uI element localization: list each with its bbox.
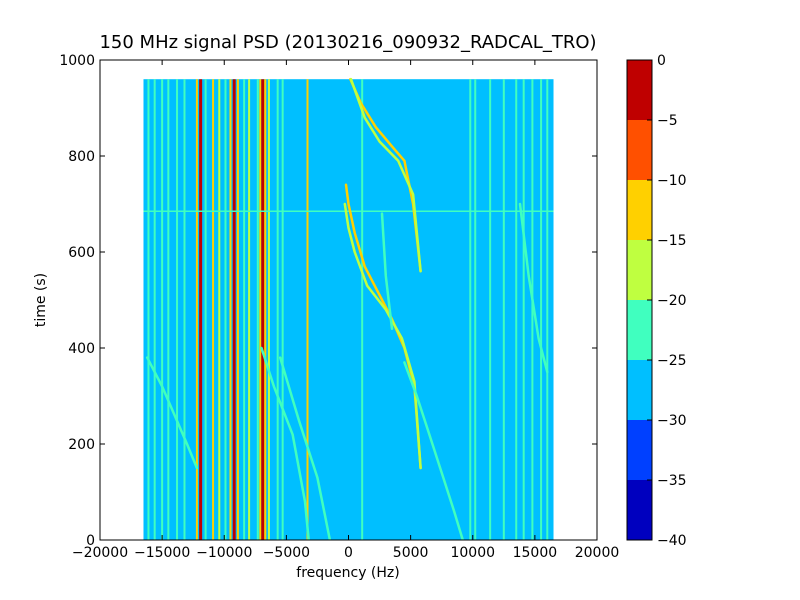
x-tick-label: −10000 — [196, 545, 252, 561]
x-axis-label: frequency (Hz) — [296, 565, 399, 581]
x-tick-label: 5000 — [393, 545, 429, 561]
x-axis-ticks: −20000 −15000 −10000 −5000 0 5000 10000 15000 20… — [72, 60, 619, 561]
x-tick-label: 0 — [344, 545, 353, 561]
colorbar-segment — [627, 420, 652, 480]
colorbar-segment — [627, 360, 652, 420]
doppler-track — [518, 202, 549, 374]
doppler-track — [343, 202, 422, 470]
colorbar-segment — [627, 240, 652, 300]
chart-title: 150 MHz signal PSD (20130216_090932_RADC… — [99, 32, 596, 53]
heatmap — [143, 77, 554, 540]
colorbar-tick-label: −15 — [657, 233, 687, 249]
colorbar-segment — [627, 120, 652, 180]
y-tick-label: 600 — [68, 245, 95, 261]
doppler-track — [349, 77, 422, 273]
doppler-track — [260, 346, 310, 540]
colorbar: 0 −5 −10 −15 −20 −25 −30 −35 −40 — [626, 53, 687, 549]
colorbar-tick-label: −25 — [657, 353, 687, 369]
x-tick-label: −15000 — [134, 545, 190, 561]
heatmap-background — [143, 79, 554, 540]
y-tick-label: 0 — [86, 533, 95, 549]
colorbar-tick-label: −5 — [657, 113, 678, 129]
y-tick-label: 1000 — [59, 53, 95, 69]
colorbar-segment — [627, 300, 652, 360]
doppler-track — [403, 361, 465, 540]
colorbar-tick-label: −20 — [657, 293, 687, 309]
doppler-track — [278, 356, 332, 540]
x-tick-label: 15000 — [513, 545, 558, 561]
x-tick-label: −20000 — [72, 545, 128, 561]
colorbar-segment — [627, 480, 652, 540]
x-tick-label: 20000 — [575, 545, 620, 561]
x-tick-label: −5000 — [263, 545, 310, 561]
colorbar-tick-label: 0 — [657, 53, 666, 69]
y-tick-label: 400 — [68, 341, 95, 357]
colorbar-tick-label: −40 — [657, 533, 687, 549]
colorbar-tick-label: −10 — [657, 173, 687, 189]
y-axis-ticks: 0 200 400 600 800 1000 — [59, 53, 597, 549]
doppler-track — [380, 212, 394, 331]
y-tick-label: 800 — [68, 149, 95, 165]
colorbar-tick-label: −30 — [657, 413, 687, 429]
colorbar-tick-label: −35 — [657, 473, 687, 489]
x-tick-label: 10000 — [450, 545, 495, 561]
plot-area: −20000 −15000 −10000 −5000 0 5000 10000 15000 20… — [59, 53, 619, 561]
y-axis-label: time (s) — [33, 273, 49, 327]
doppler-track — [145, 356, 199, 470]
y-tick-label: 200 — [68, 437, 95, 453]
colorbar-segment — [627, 60, 652, 120]
colorbar-segment — [627, 180, 652, 240]
